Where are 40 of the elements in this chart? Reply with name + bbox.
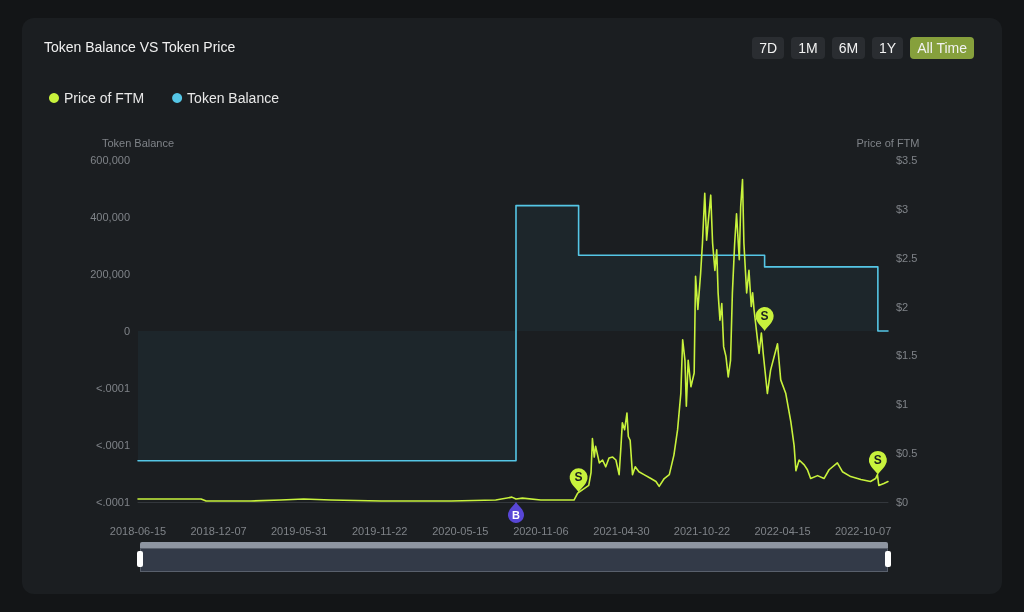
x-tick-label: 2020-05-15: [432, 524, 489, 537]
y2-tick-label: $1: [896, 398, 909, 411]
y-tick-label: 600,000: [90, 154, 130, 166]
annotation: S: [760, 309, 769, 323]
line-series: [137, 178, 889, 502]
text: 7D: [752, 37, 785, 59]
y2-tick-label: $2.5: [896, 251, 918, 264]
y-tick-label: 0: [123, 325, 130, 337]
legend-label: Price of FTM: [64, 90, 145, 106]
text: 6M: [831, 37, 866, 59]
text: 1Y: [872, 37, 904, 59]
y2-tick-label: $3: [896, 202, 909, 215]
y-tick-label: 200,000: [90, 268, 130, 280]
legend-label: Token Balance: [187, 90, 280, 106]
x-tick-label: 2022-04-15: [754, 524, 811, 537]
x-tick-label: 2018-06-15: [109, 524, 167, 537]
y2-tick-label: $2: [896, 300, 909, 313]
y-tick-label: <.0001: [96, 382, 130, 394]
x-tick-label: 2018-12-07: [190, 524, 247, 537]
y2-tick-label: $1.5: [896, 349, 918, 362]
y-tick-label: <.0001: [96, 439, 130, 451]
y2-tick-label: $0.5: [896, 447, 918, 460]
y-tick-label: <.0001: [96, 496, 130, 508]
chart-title: Token Balance VS Token Price: [44, 39, 236, 55]
x-tick-label: 2020-11-06: [513, 524, 569, 537]
text: All Time: [910, 37, 974, 59]
y2-tick-label: $0: [896, 496, 909, 508]
text: 1M: [791, 37, 825, 59]
annotation: B: [512, 509, 521, 521]
x-tick-label: 2022-10-07: [835, 524, 892, 537]
y2-axis-title: Price of FTM: [856, 136, 920, 149]
annotation: S: [873, 452, 882, 467]
x-tick-label: 2019-05-31: [271, 524, 328, 537]
annotation: S: [574, 470, 583, 485]
y2-tick-label: $3.5: [896, 154, 918, 166]
x-tick-label: 2019-11-22: [351, 524, 408, 537]
x-tick-label: 2021-04-30: [593, 524, 650, 537]
x-tick-label: 2021-10-22: [673, 524, 731, 537]
y-axis-title: Token Balance: [101, 136, 175, 149]
y-tick-label: 400,000: [90, 211, 130, 223]
